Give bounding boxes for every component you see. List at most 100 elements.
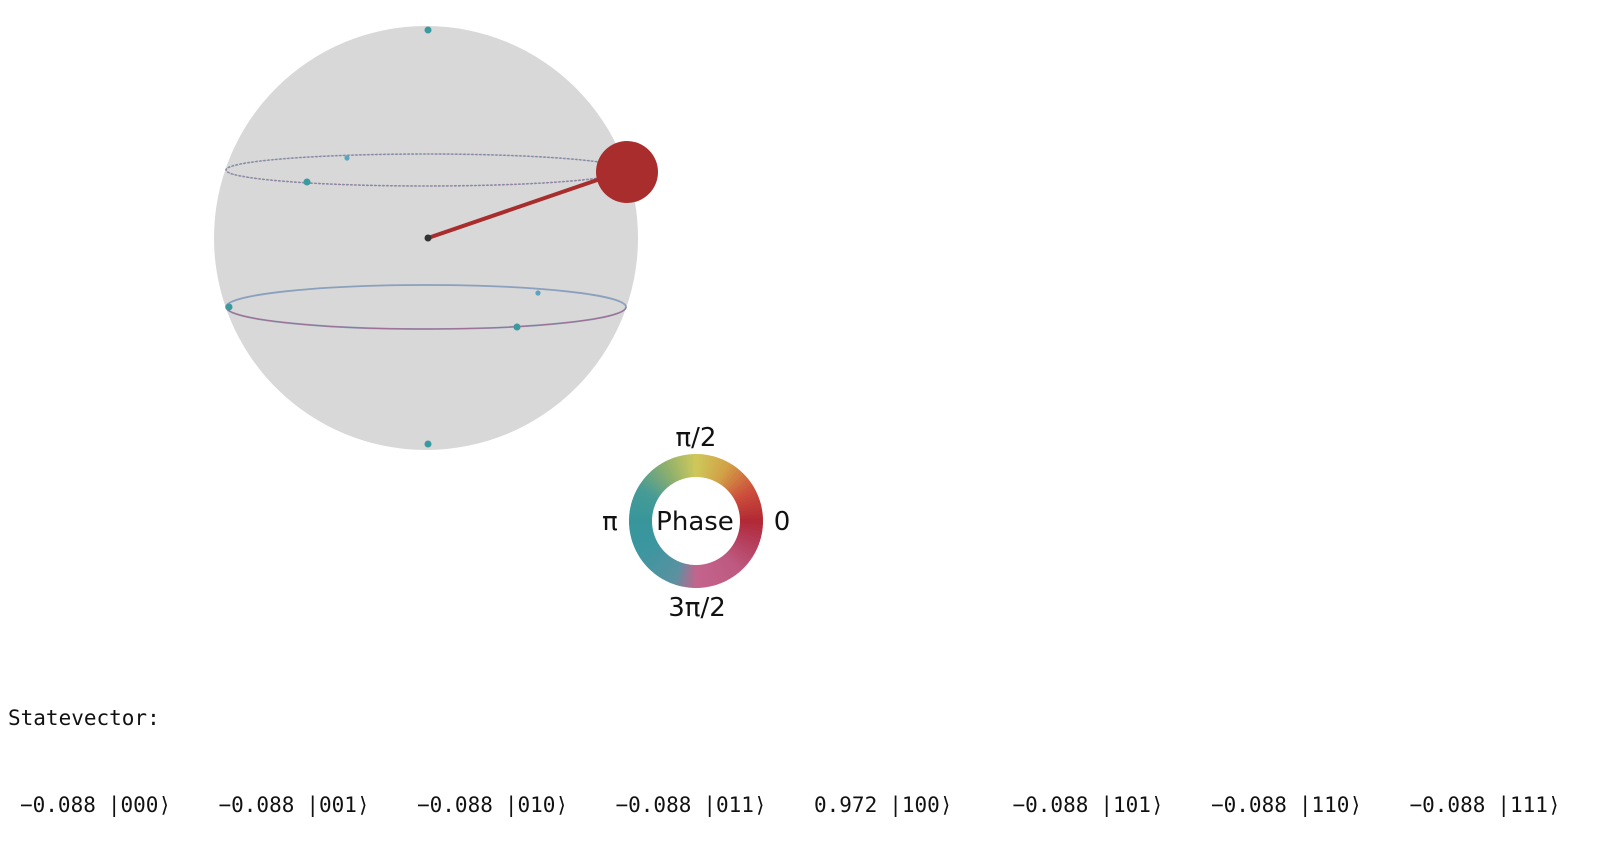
phase-wheel-segment: [728, 475, 749, 494]
term-amplitude: −0.088: [20, 793, 96, 817]
term-amplitude: −0.088: [1012, 793, 1089, 817]
phase-wheel-segment: [704, 455, 714, 479]
phase-wheel-segment: [715, 460, 730, 483]
phase-wheel-segment: [629, 523, 653, 529]
phase-wheel-segment: [702, 563, 711, 588]
phase-wheel-segment: [739, 509, 763, 517]
phase-wheel-segment: [637, 484, 660, 500]
phase-wheel-segment: [719, 556, 736, 578]
statevector-title: Statevector:: [8, 706, 160, 730]
phase-wheel-segment: [718, 557, 734, 580]
phase-wheel-segment: [731, 544, 753, 561]
sphere-center-dot: [424, 234, 432, 242]
term-ket: |011⟩: [703, 793, 767, 817]
phase-wheel-segment: [734, 489, 758, 504]
node-state-110: [225, 303, 233, 311]
phase-wheel-segment: [721, 554, 739, 576]
node-state-111: [424, 440, 432, 448]
phase-wheel-segment: [691, 454, 696, 478]
phase-wheel-segment: [732, 542, 755, 558]
phase-wheel-segment: [677, 455, 687, 479]
phase-wheel-segment: [665, 560, 679, 583]
phase-wheel-segment: [737, 531, 761, 542]
statevector-panel: Statevector: −0.088 |000⟩ −0.088 |001⟩ −…: [8, 646, 1608, 849]
phase-wheel-segment: [637, 543, 660, 559]
statevector-term: −0.088 |111⟩: [1410, 791, 1609, 820]
phase-wheel-segment: [696, 564, 701, 589]
phase-wheel-segment: [633, 536, 656, 549]
phase-wheel-segment: [735, 538, 758, 552]
node-state-011: [513, 323, 521, 331]
phase-wheel-segment: [738, 529, 762, 539]
phase-wheel-segment: [682, 564, 690, 588]
phase-wheel-segment: [661, 461, 677, 484]
phase-wheel-segment: [629, 507, 653, 515]
phase-wheel-segment: [717, 462, 733, 485]
phase-wheel-segment: [733, 486, 756, 502]
phase-wheel-segment: [668, 458, 681, 481]
phase-wheel-segment: [711, 458, 724, 481]
phase-wheel-segment: [648, 471, 667, 491]
phase-wheel-segment: [736, 493, 759, 506]
phase-label-3pi-half: 3π/2: [668, 593, 726, 623]
phase-center-label: Phase: [656, 507, 734, 537]
term-ket: |111⟩: [1497, 793, 1561, 817]
phase-wheel-segment: [739, 520, 763, 525]
phase-wheel-segment: [737, 534, 760, 546]
state-vector-line: [426, 176, 605, 240]
phase-wheel-segment: [671, 457, 683, 481]
phase-wheel-segment: [700, 454, 707, 478]
phase-wheel-segment: [643, 476, 664, 494]
term-ket: |001⟩: [306, 793, 370, 817]
phase-wheel-segment: [634, 490, 657, 504]
phase-wheel-segment: [632, 534, 656, 546]
phase-wheel-segment: [632, 496, 655, 508]
node-state-000: [424, 26, 432, 34]
term-amplitude: −0.088: [1409, 793, 1486, 817]
phase-wheel-segment: [678, 563, 688, 587]
phase-wheel-segment: [707, 562, 718, 586]
statevector-term: 0.972 |100⟩: [814, 791, 1013, 820]
phase-wheel-segment: [700, 564, 708, 588]
phase-wheel-segment: [739, 516, 763, 521]
phase-wheel-segment: [715, 558, 731, 581]
phase-wheel-segment: [635, 487, 658, 502]
term-amplitude: −0.088: [1211, 793, 1287, 817]
phase-wheel-segment: [709, 561, 721, 585]
phase-wheel-segment: [671, 562, 683, 585]
statevector-term: −0.088 |001⟩: [219, 791, 418, 820]
phase-wheel-segment: [729, 478, 751, 496]
phase-label-zero: 0: [774, 507, 791, 537]
phase-wheel-segment: [695, 454, 700, 478]
phase-wheel-segment: [726, 473, 746, 492]
phase-wheel-segment: [651, 553, 669, 574]
statevector-term: −0.088 |000⟩: [20, 791, 219, 820]
lower-latitude-ring-front: [225, 306, 627, 330]
statevector-term: −0.088 |110⟩: [1211, 791, 1410, 820]
phase-wheel-segment: [675, 562, 686, 586]
term-amplitude: −0.088: [615, 793, 692, 817]
phase-wheel-segment: [668, 561, 681, 584]
phase-wheel-segment: [727, 550, 747, 569]
phase-wheel-segment: [631, 500, 655, 511]
phase-wheel-segment: [681, 454, 690, 479]
phase-wheel-segment: [674, 456, 685, 480]
term-amplitude: 0.972: [814, 793, 878, 817]
phase-wheel-segment: [645, 473, 665, 492]
node-state-010: [303, 178, 311, 186]
phase-wheel-segment: [730, 546, 751, 564]
phase-wheel-segment: [734, 540, 757, 555]
phase-wheel-segment: [737, 499, 761, 510]
phase-wheel-segment: [633, 493, 656, 506]
phase-wheel-segment: [634, 538, 658, 553]
phase-wheel-segment: [656, 556, 673, 578]
phase-wheel-segment: [653, 555, 671, 576]
phase-wheel-segment: [662, 559, 677, 582]
phase-wheel-segment: [629, 521, 653, 526]
phase-wheel-segment: [630, 503, 654, 513]
phase-wheel-segment: [731, 481, 753, 498]
phase-wheel-segment: [721, 466, 739, 487]
phase-wheel-segment: [739, 527, 763, 535]
phase-color-wheel: [629, 454, 763, 589]
phase-wheel-segment: [738, 506, 763, 515]
